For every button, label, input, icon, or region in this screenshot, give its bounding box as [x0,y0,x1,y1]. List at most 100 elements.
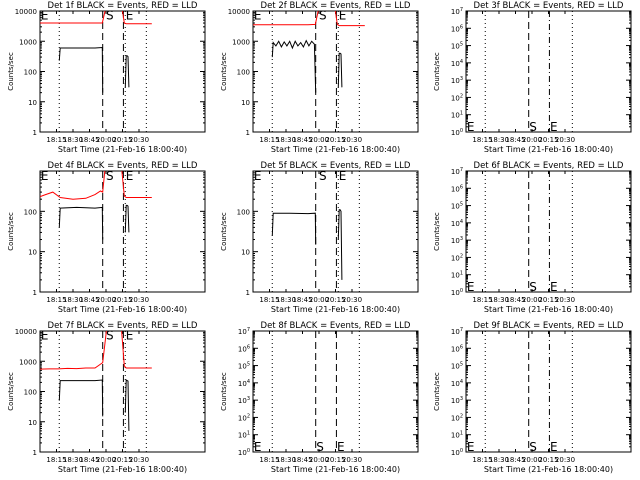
x-tick-label: 20:00 [96,296,116,304]
panel-title: Det 6f BLACK = Events, RED = LLD [474,161,624,171]
series-group [40,11,152,93]
x-axis-label: Start Time (21-Feb-16 18:00:40) [271,145,400,154]
panel-title: Det 2f BLACK = Events, RED = LLD [261,1,411,11]
y-tick-label: 1000 [19,358,37,366]
marker-e: E [339,169,347,183]
x-tick-label: 18:30 [63,296,83,304]
x-tick-label: 20:30 [129,296,149,304]
series-group [253,11,365,93]
marker-e: E [467,440,475,454]
x-tick-label: 18:15 [259,456,279,464]
y-tick-label: 1 [33,449,37,457]
marker-e: E [339,9,347,23]
marker-s: S [319,9,327,23]
events-series-line [337,209,343,280]
plot-frame [252,330,419,453]
plot-frame [39,330,206,453]
y-tick-label: 101 [451,111,463,120]
y-tick-label: 102 [451,413,463,422]
panel-det-3: Det 3f BLACK = Events, RED = LLD Start Ti… [433,1,632,154]
y-tick-label: 103 [451,396,463,405]
marker-s: S [529,440,537,454]
y-axis-label: Counts/sec [433,372,441,411]
x-tick-label: 18:45 [292,296,312,304]
x-tick-label: 18:45 [505,296,525,304]
y-tick-label: 10 [241,99,250,107]
marker-e: E [41,9,49,23]
y-tick-label: 103 [451,236,463,245]
events-series-line [124,379,130,431]
panel-title: Det 8f BLACK = Events, RED = LLD [261,321,411,331]
y-tick-label: 10 [241,249,250,257]
y-tick-label: 106 [451,24,463,33]
x-axis-label: Start Time (21-Feb-16 18:00:40) [58,145,187,154]
marker-e: E [467,120,475,134]
marker-e: E [550,120,558,134]
y-tick-label: 10 [28,99,37,107]
marker-e: E [550,280,558,294]
y-axis-label: Counts/sec [7,52,15,91]
x-tick-label: 18:30 [63,456,83,464]
x-tick-label: 18:15 [259,296,279,304]
panel-det-2: Det 2f BLACK = Events, RED = LLD Start Ti… [220,1,419,154]
marker-e: E [467,280,475,294]
x-tick-label: 20:15 [112,136,132,144]
plot-frame [39,170,206,293]
x-tick-label: 20:30 [555,296,575,304]
panel-title: Det 9f BLACK = Events, RED = LLD [474,321,624,331]
marker-e: E [337,440,345,454]
x-tick-label: 18:15 [472,296,492,304]
y-tick-label: 100 [24,389,37,397]
plot-frame [39,10,206,133]
y-tick-label: 1 [246,129,250,137]
x-tick-label: 20:00 [309,136,329,144]
y-tick-label: 100 [24,69,37,77]
y-tick-label: 100 [238,448,250,457]
x-tick-label: 18:30 [489,456,509,464]
x-tick-label: 20:30 [555,456,575,464]
x-tick-label: 18:30 [276,456,296,464]
events-series-line [124,204,130,233]
x-tick-label: 18:15 [46,296,66,304]
y-tick-label: 106 [451,184,463,193]
x-tick-label: 20:00 [309,456,329,464]
y-tick-label: 1 [246,289,250,297]
x-tick-label: 18:30 [63,136,83,144]
y-tick-label: 104 [451,59,463,68]
y-tick-label: 10000 [15,328,37,336]
x-tick-label: 18:15 [472,136,492,144]
y-tick-label: 103 [451,76,463,85]
events-series-line [58,379,104,417]
y-tick-label: 104 [451,379,463,388]
y-tick-label: 105 [451,42,463,51]
x-tick-label: 20:00 [522,296,542,304]
y-axis-label: Counts/sec [220,52,228,91]
x-axis-label: Start Time (21-Feb-16 18:00:40) [58,305,187,314]
y-tick-label: 10000 [15,8,37,16]
y-axis-label: Counts/sec [7,372,15,411]
panel-det-6: Det 6f BLACK = Events, RED = LLD Start Ti… [433,161,632,314]
events-series-line [124,55,130,88]
lld-series-line [253,11,365,27]
x-tick-label: 20:30 [342,136,362,144]
y-tick-label: 100 [24,208,37,216]
y-tick-label: 107 [451,167,463,176]
panel-det-9: Det 9f BLACK = Events, RED = LLD Start Ti… [433,321,632,474]
panel-det-4: Det 4f BLACK = Events, RED = LLD Start Ti… [7,161,206,314]
y-tick-label: 100 [237,208,250,216]
x-tick-label: 18:15 [472,456,492,464]
y-tick-label: 10 [28,419,37,427]
plot-frame [465,170,632,293]
y-tick-label: 107 [238,327,250,336]
x-tick-label: 18:45 [79,136,99,144]
y-tick-label: 1000 [232,38,250,46]
y-axis-label: Counts/sec [220,372,228,411]
x-tick-label: 18:15 [46,456,66,464]
panel-det-1: Det 1f BLACK = Events, RED = LLD Start Ti… [7,1,206,154]
y-tick-label: 101 [238,431,250,440]
y-tick-label: 101 [451,271,463,280]
x-tick-label: 20:00 [309,296,329,304]
marker-s: S [319,169,327,183]
events-series-line [58,206,104,240]
x-axis-label: Start Time (21-Feb-16 18:00:40) [271,305,400,314]
